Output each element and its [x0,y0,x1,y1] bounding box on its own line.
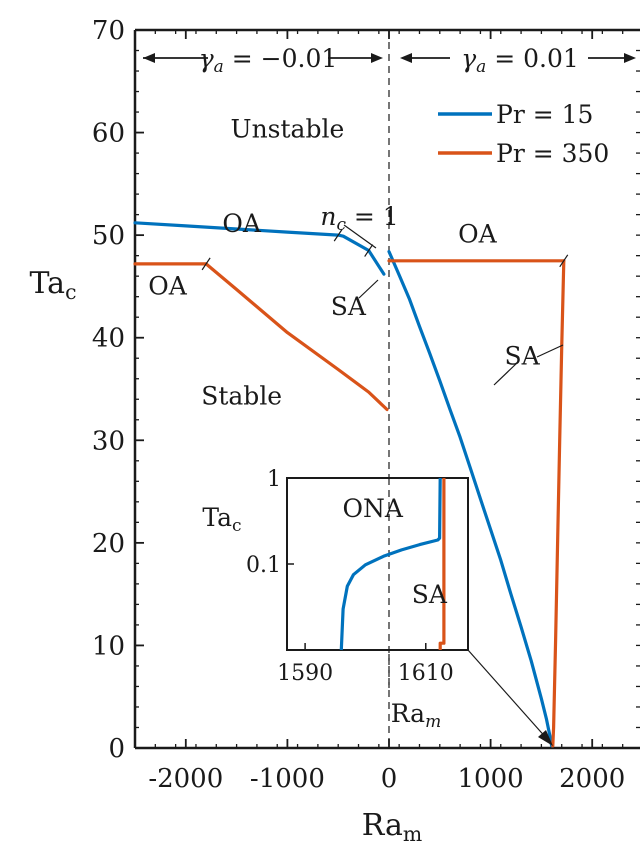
y-tick-label: 10 [92,631,125,661]
inset-series-pr350-line [438,478,446,650]
inset-zoom-arrow-head [538,730,553,746]
y-tick-label: 50 [92,221,125,251]
annotation-leader-line [536,344,564,358]
inset-zoom-leader-line [467,649,549,741]
regime-label-left-part: γ [199,44,214,73]
x-tick-label: -2000 [148,764,223,794]
inset-region-label: ONA [342,494,403,523]
y-axis-title-part: c [65,280,76,304]
y-tick-label: 30 [92,426,125,456]
inset-x-axis-title-part: m [425,712,441,732]
inset-region-label: SA [412,580,448,609]
y-tick-label: 20 [92,529,125,559]
inset-x-axis-title-part: Ra [391,699,425,728]
inset-x-axis-title: Ram [391,699,441,732]
x-tick-label: 0 [381,764,398,794]
regime-boundary-marker [559,254,569,268]
region-label: SA [331,292,367,321]
regime-arrow-right-head [400,53,412,63]
x-tick-label: 1000 [458,764,524,794]
regime-label-left-part: = −0.01 [224,44,337,73]
y-tick-label: 70 [92,16,125,46]
legend-entry: Pr = 15 [496,100,593,129]
inset-y-tick-label: 0.1 [246,553,281,578]
inset-y-axis-title-part: c [232,516,242,536]
annotation-leader-line [343,224,377,249]
legend-entry: Pr = 350 [496,139,609,168]
annotation-leader-line [493,361,519,386]
inset-series-pr15-line [339,477,442,651]
inset-y-axis-title-part: Ta [202,503,232,532]
series-pr350-line [551,259,566,748]
inset-x-tick-label: 1590 [277,661,333,686]
region-label: OA [222,209,261,238]
region-label: Stable [201,381,282,410]
inset-y-axis-title: Tac [202,503,241,536]
regime-label-right: γa = 0.01 [461,44,579,77]
y-tick-label: 40 [92,324,125,354]
regime-label-left-part: a [214,57,224,77]
region-label-part: n [320,202,336,231]
regime-label-right-part: a [476,57,486,77]
region-label: SA [505,341,541,370]
regime-label-right-part: = 0.01 [486,44,579,73]
regime-arrow-left-head [143,53,155,63]
regime-boundary-marker [201,257,211,271]
region-label: OA [458,219,497,248]
y-axis-title: Tac [30,266,77,304]
region-label: nc = 1 [320,202,398,235]
inset-x-tick-label: 1610 [398,661,454,686]
regime-boundary-marker [333,228,343,242]
y-tick-label: 0 [108,734,125,764]
region-label: OA [148,272,187,301]
inset-y-tick-label: 1 [267,467,281,492]
x-axis-title: Ram [362,808,423,846]
regime-arrow-right-head [624,53,636,63]
regime-boundary-marker [364,244,374,257]
regime-label-right-part: γ [461,44,476,73]
regime-label-left: γa = −0.01 [199,44,338,77]
x-axis-title-part: m [403,822,422,846]
series-pr350-line [204,262,389,412]
series-pr15-line [387,250,554,748]
x-tick-label: -1000 [250,764,325,794]
annotation-leader-line [358,279,379,299]
x-axis-title-part: Ra [362,808,403,843]
region-label-part: = 1 [346,202,399,231]
regime-arrow-left-head [371,53,383,63]
series-pr15-line [133,221,386,276]
y-tick-label: 60 [92,119,125,149]
region-label-part: c [336,215,346,235]
y-axis-title-part: Ta [30,266,66,301]
region-label: Unstable [231,115,345,144]
x-tick-label: 2000 [559,764,625,794]
